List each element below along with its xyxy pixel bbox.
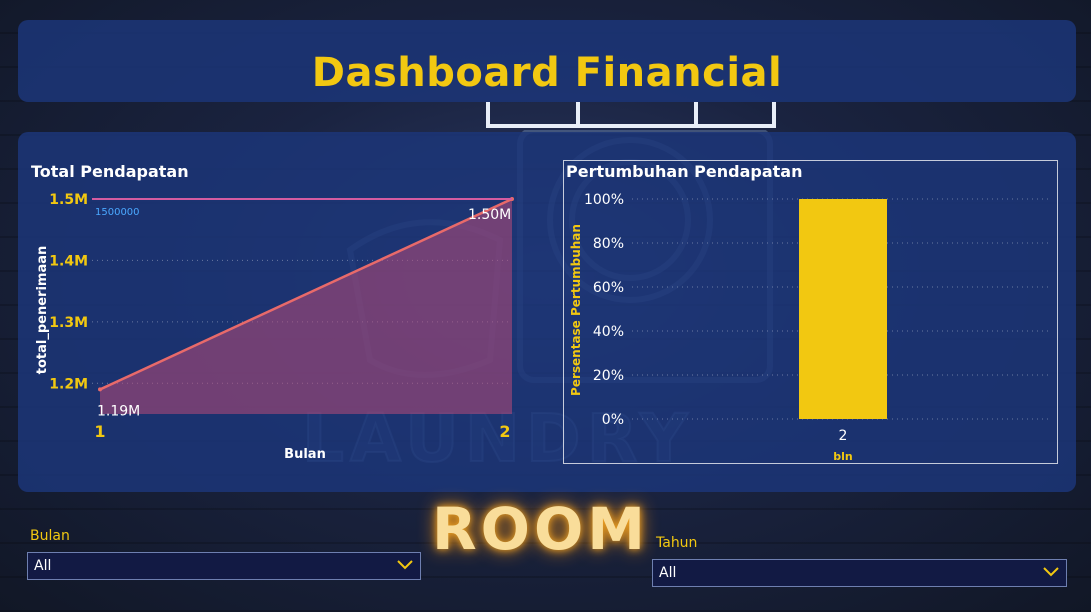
right-chart-title: Pertumbuhan Pendapatan [566,162,803,181]
y-tick-label: 100% [584,192,624,208]
reference-line-label: 1500000 [95,207,140,218]
y-tick-label: 60% [593,280,624,296]
y-tick-label: 1.2M [49,376,88,392]
revenue-area [100,199,512,414]
y-tick-label: 1.4M [49,253,88,269]
data-label: 1.50M [468,207,511,223]
data-point [98,387,102,392]
x-tick-label: 1 [94,422,105,441]
y-axis-label: Persentase Pertumbuhan [569,224,583,396]
y-tick-label: 0% [602,412,624,428]
x-axis-label: bln [833,450,852,463]
growth-chart-frame [563,160,1058,464]
tahun-dropdown-value: All [659,565,677,581]
bulan-dropdown[interactable]: All [27,552,421,580]
left-chart-title: Total Pendapatan [31,162,189,181]
data-label: 1.19M [97,403,140,419]
revenue-line [99,197,513,391]
x-axis-label: Bulan [284,447,326,462]
y-tick-label: 1.5M [49,192,88,208]
chevron-down-icon [1043,567,1059,577]
page-title: Dashboard Financial [311,50,783,96]
growth-bar [799,199,887,419]
tahun-dropdown[interactable]: All [652,559,1067,587]
chevron-down-icon [397,560,413,570]
x-tick-label: 2 [499,422,510,441]
bulan-dropdown-value: All [34,558,52,574]
bulan-slicer-label: Bulan [30,528,70,544]
header-panel: Dashboard Financial [18,20,1076,102]
y-tick-label: 20% [593,368,624,384]
y-tick-label: 40% [593,324,624,340]
y-tick-label: 1.3M [49,315,88,331]
charts-panel [18,132,1076,492]
x-tick-label: 2 [839,428,848,444]
y-tick-label: 80% [593,236,624,252]
tahun-slicer-label: Tahun [656,535,698,551]
y-axis-label: total_penerimaan [35,246,50,375]
